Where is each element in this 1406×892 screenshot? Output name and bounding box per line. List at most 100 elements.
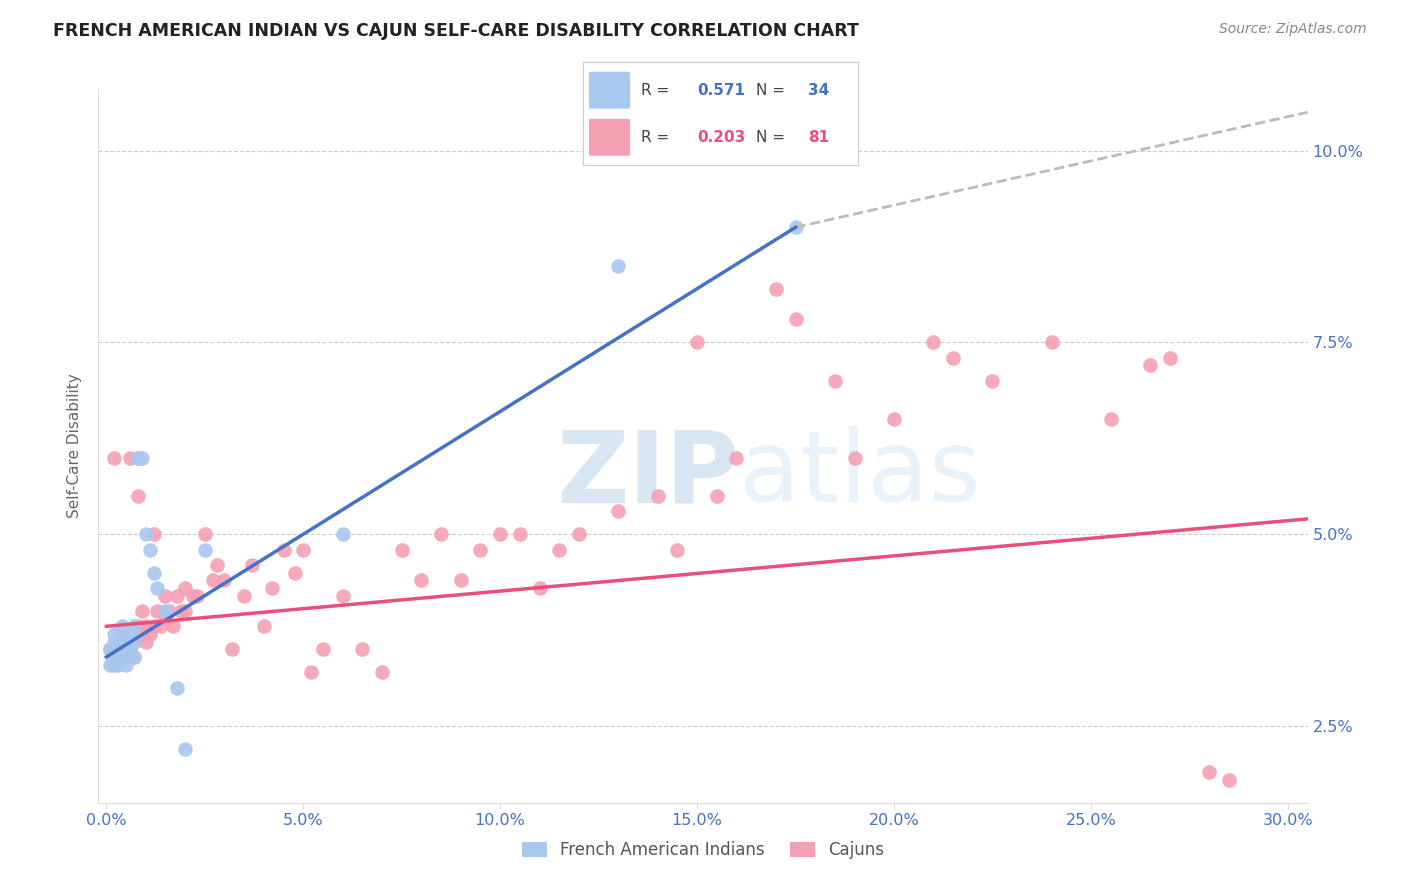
Point [1198,765,1220,780]
Point [509,527,531,541]
Point [844,450,866,465]
Y-axis label: Self-Care Disability: Self-Care Disability [67,374,83,518]
Point [1040,335,1063,350]
Point [391,542,413,557]
Point [785,220,807,235]
Text: FRENCH AMERICAN INDIAN VS CAJUN SELF-CARE DISABILITY CORRELATION CHART: FRENCH AMERICAN INDIAN VS CAJUN SELF-CAR… [53,22,859,40]
Point [115,642,138,657]
Point [765,282,787,296]
Point [181,589,204,603]
Point [135,527,157,541]
Point [922,335,945,350]
Point [142,566,165,580]
Point [146,581,169,595]
Point [260,581,283,595]
Text: R =: R = [641,83,669,97]
Point [107,642,129,657]
Point [706,489,728,503]
Text: 81: 81 [808,130,830,145]
Point [411,574,433,588]
Point [883,412,905,426]
Point [131,450,153,465]
Point [111,619,134,633]
Point [686,335,709,350]
Point [1099,412,1122,426]
Point [98,657,121,672]
Point [194,542,217,557]
Point [118,642,141,657]
Point [111,634,134,648]
Point [115,650,138,665]
Point [647,489,669,503]
Point [142,527,165,541]
Point [155,589,177,603]
FancyBboxPatch shape [589,71,630,109]
Point [725,450,748,465]
Point [166,681,188,695]
Point [127,450,149,465]
Point [174,742,197,756]
Point [138,627,160,641]
Point [131,627,153,641]
Point [942,351,965,365]
Point [138,542,160,557]
Point [115,650,138,665]
Point [273,542,295,557]
Point [299,665,322,680]
Point [115,627,138,641]
Point [103,450,125,465]
Point [155,604,177,618]
Point [107,657,129,672]
Point [98,642,121,657]
Text: 0.203: 0.203 [697,130,745,145]
Point [122,634,145,648]
Text: ZIP: ZIP [557,426,740,523]
Point [127,619,149,633]
Legend: French American Indians, Cajuns: French American Indians, Cajuns [515,835,891,866]
Point [607,504,630,518]
Point [174,581,197,595]
Text: 0.571: 0.571 [697,83,745,97]
Point [111,642,134,657]
Point [352,642,374,657]
Point [253,619,276,633]
Point [666,542,689,557]
Point [529,581,551,595]
Point [103,650,125,665]
Point [98,642,121,657]
Point [292,542,315,557]
Point [122,650,145,665]
Point [170,604,193,618]
Point [103,627,125,641]
Point [115,634,138,648]
Point [607,259,630,273]
Point [240,558,263,572]
Point [201,574,224,588]
Point [312,642,335,657]
Text: atlas: atlas [740,426,981,523]
Point [118,642,141,657]
Point [568,527,591,541]
Point [548,542,571,557]
Point [122,634,145,648]
Point [450,574,472,588]
Point [135,619,157,633]
Point [150,619,173,633]
Point [174,604,197,618]
Point [146,604,169,618]
Point [214,574,236,588]
Point [115,657,138,672]
Point [107,634,129,648]
Point [221,642,243,657]
Text: Source: ZipAtlas.com: Source: ZipAtlas.com [1219,22,1367,37]
Point [122,650,145,665]
Point [470,542,492,557]
Point [489,527,512,541]
Point [332,527,354,541]
Point [981,374,1004,388]
Point [284,566,307,580]
Text: N =: N = [756,83,785,97]
Point [332,589,354,603]
Point [205,558,228,572]
Point [155,612,177,626]
